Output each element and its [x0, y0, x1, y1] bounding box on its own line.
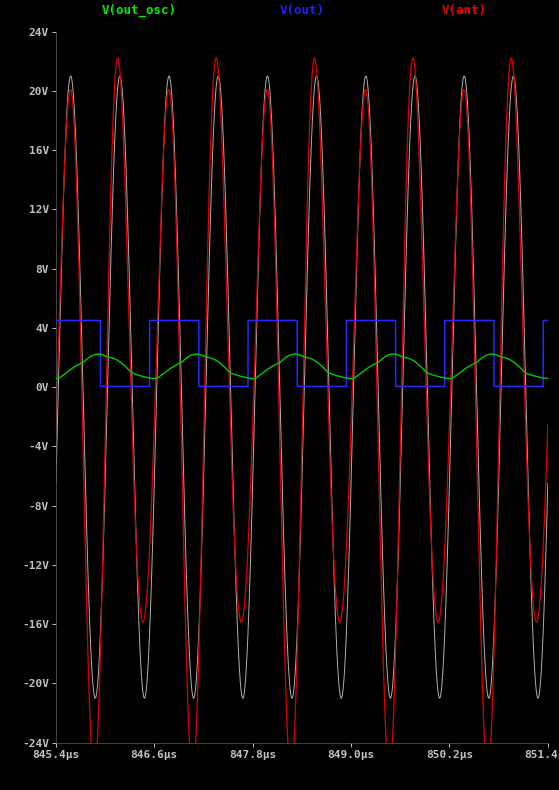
Text: V(out): V(out) [280, 5, 324, 17]
Text: V(ant): V(ant) [442, 5, 487, 17]
Text: V(out_osc): V(out_osc) [102, 4, 177, 17]
